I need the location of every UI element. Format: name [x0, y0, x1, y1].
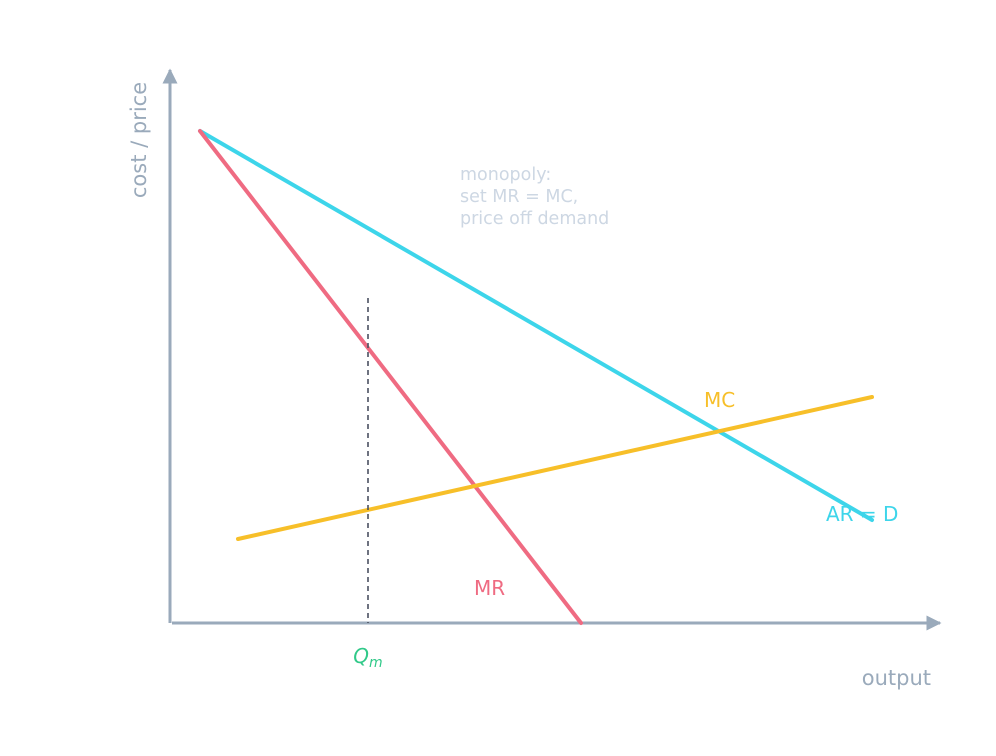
- annotation-line-2: set MR = MC,: [460, 187, 578, 207]
- qm-subscript: m: [369, 655, 383, 671]
- demand-label: AR = D: [826, 502, 898, 526]
- y-axis-label: cost / price: [127, 82, 151, 198]
- mc-curve: [236, 395, 874, 541]
- x-axis-label: output: [862, 666, 931, 690]
- qm-main: Q: [353, 644, 369, 668]
- demand-curve: [198, 129, 874, 522]
- mc-label: MC: [704, 388, 735, 412]
- annotation-line-3: price off demand: [460, 209, 609, 229]
- annotation-note: monopoly: set MR = MC, price off demand: [460, 165, 609, 229]
- annotation-line-1: monopoly:: [460, 165, 551, 185]
- mr-curve: [198, 129, 583, 625]
- mr-label: MR: [474, 576, 505, 600]
- qm-tick-label: Qm: [353, 644, 382, 671]
